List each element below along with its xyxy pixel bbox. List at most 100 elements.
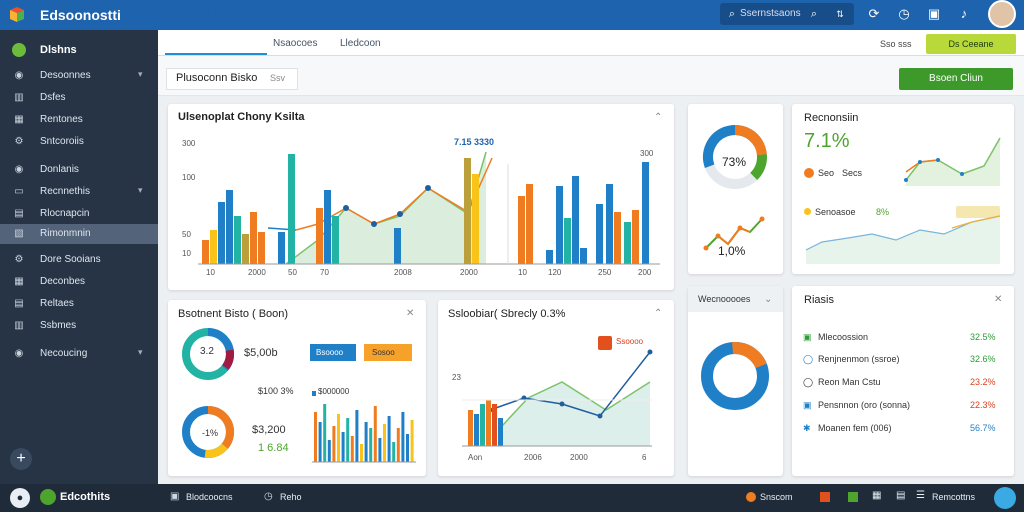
sidebar-item-label: Rimonmnin — [40, 228, 91, 239]
avatar[interactable] — [988, 0, 1016, 28]
x-tick-label: 2000 — [460, 268, 478, 277]
message-icon[interactable]: ▣ — [927, 6, 941, 21]
stats-card-title: Riasis — [804, 294, 834, 306]
grid-icon[interactable]: ▦ — [872, 490, 882, 501]
collapse-icon[interactable]: ⌃ — [654, 308, 663, 319]
bell-icon[interactable]: ♪ — [960, 6, 968, 21]
footer-item-2[interactable]: Reho — [280, 492, 302, 502]
doc-icon[interactable]: ▤ — [896, 490, 906, 501]
bar — [346, 418, 350, 462]
circle-icon: ◉ — [14, 348, 24, 359]
tab-reports[interactable]: Lledcoon — [340, 38, 381, 49]
bar — [546, 250, 553, 264]
sidebar-item[interactable]: ▥ Dsfes — [0, 88, 158, 108]
sidebar-item[interactable]: ▥ Ssbmes — [0, 316, 158, 336]
bar — [355, 410, 359, 462]
close-icon[interactable]: ✕ — [406, 308, 415, 319]
sidebar-item[interactable]: ▧ Rimonmnin — [0, 224, 158, 244]
circle-icon: ◉ — [14, 70, 24, 81]
alert-icon[interactable] — [820, 492, 830, 502]
point — [597, 413, 603, 419]
list-icon[interactable]: ☰ — [916, 490, 925, 501]
bar — [364, 422, 368, 462]
bar — [332, 216, 339, 264]
y-tick-label: 23 — [452, 373, 461, 382]
x-tick-label: 2000 — [248, 268, 266, 277]
series-line — [501, 381, 651, 427]
budget-value-2b: $000000 — [318, 387, 350, 396]
check-icon[interactable] — [848, 492, 858, 502]
footer-item-3[interactable]: Snscom — [760, 492, 793, 502]
grid-icon: ▦ — [14, 276, 24, 287]
x-tick-label: 250 — [598, 268, 612, 277]
tab-bar — [158, 30, 1024, 56]
sidebar-item-label: Necoucing — [40, 348, 88, 359]
chevron-down-icon[interactable]: ▾ — [138, 69, 143, 79]
y-tick-label: 10 — [182, 249, 191, 258]
sidebar-item[interactable]: ◉ Desoonnes ▾ — [0, 66, 158, 86]
date-label: Sso sss — [880, 39, 912, 49]
bar — [564, 218, 571, 264]
donut1-value: 3.2 — [200, 346, 214, 357]
sidebar-item-label: Sntcoroiis — [40, 136, 84, 147]
add-icon[interactable]: + — [10, 448, 32, 470]
legend-dot — [804, 208, 811, 215]
footer-item-1[interactable]: Blodcoocns — [186, 492, 233, 502]
sidebar-item[interactable]: ◉ Donlanis — [0, 160, 158, 180]
sidebar-item[interactable]: ▦ Rentones — [0, 110, 158, 130]
stat-value: 23.2% — [970, 377, 996, 387]
sidebar-item[interactable]: ⚙ Sntcoroiis — [0, 132, 158, 152]
bar — [572, 176, 579, 264]
primary-action-button[interactable]: Bsoen Cliun — [899, 68, 1013, 90]
view-dropdown[interactable]: Ssv — [270, 73, 286, 83]
chevron-down-icon[interactable]: ▾ — [138, 347, 143, 357]
image-icon: ▧ — [14, 228, 24, 239]
chevron-down-icon[interactable]: ⌄ — [764, 294, 773, 305]
close-icon[interactable]: ✕ — [994, 294, 1003, 305]
bar — [314, 412, 317, 462]
tab-overview[interactable]: Nsaocoes — [273, 38, 318, 49]
trend-card-title: Recnonsiin — [804, 112, 859, 124]
filter-icon[interactable]: ⇅ — [836, 9, 844, 19]
sales-chart-title: Ssloobiar( Sbrecly 0.3% — [448, 308, 566, 320]
bar — [480, 404, 485, 446]
bar — [226, 190, 233, 264]
footer-item-4[interactable]: Remcottns — [932, 492, 976, 502]
sidebar-item-label: Dore Sooians — [40, 254, 101, 265]
distribution-title: Wecnooooes — [698, 294, 751, 304]
sparkline-value: 1,0% — [718, 244, 746, 258]
budget-value-4: 1 6.84 — [258, 442, 289, 454]
user-icon[interactable]: ● — [10, 488, 30, 508]
x-tick-label: 50 — [288, 268, 297, 277]
y-tick-label: 50 — [182, 230, 191, 239]
trend-charts — [805, 137, 1001, 264]
trend-big-value: 7.1% — [804, 130, 850, 152]
legend-a: Seo — [818, 168, 835, 178]
bar — [526, 184, 533, 264]
search-icon[interactable]: ⌕ — [810, 8, 818, 20]
refresh-icon[interactable]: ⟳ — [868, 6, 880, 21]
tab-dashboard[interactable]: Mastone Bisdto — [173, 8, 242, 19]
row-icon: ▣ — [803, 332, 812, 342]
bar — [632, 210, 639, 264]
sidebar-item[interactable]: ◉ Necoucing ▾ — [0, 344, 158, 364]
search-input[interactable] — [720, 3, 854, 25]
create-button[interactable]: Ds Ceeane — [926, 34, 1016, 54]
sidebar-item[interactable]: ▤ Rlocnapcin — [0, 204, 158, 224]
chart-annotation: 7.15 3330 — [454, 137, 495, 147]
bar — [250, 212, 257, 264]
bar — [394, 228, 401, 264]
help-icon[interactable] — [994, 487, 1016, 509]
x-tick-label: Aon — [468, 453, 482, 462]
sidebar-item-label: Recnnethis — [40, 186, 91, 197]
sidebar-item[interactable]: ▤ Reltaes — [0, 294, 158, 314]
chevron-down-icon[interactable]: ▾ — [138, 185, 143, 195]
badge-1: Bsoooo — [316, 348, 344, 357]
collapse-icon[interactable]: ⌃ — [654, 112, 663, 123]
sidebar-item[interactable]: ▦ Deconbes — [0, 272, 158, 292]
distribution-donut — [701, 342, 769, 410]
sidebar-item[interactable]: ▭ Recnnethis ▾ — [0, 182, 158, 202]
clock-icon[interactable]: ◷ — [898, 6, 910, 21]
sidebar-item[interactable]: ⚙ Dore Sooians — [0, 250, 158, 270]
gear-icon: ⚙ — [14, 136, 24, 147]
